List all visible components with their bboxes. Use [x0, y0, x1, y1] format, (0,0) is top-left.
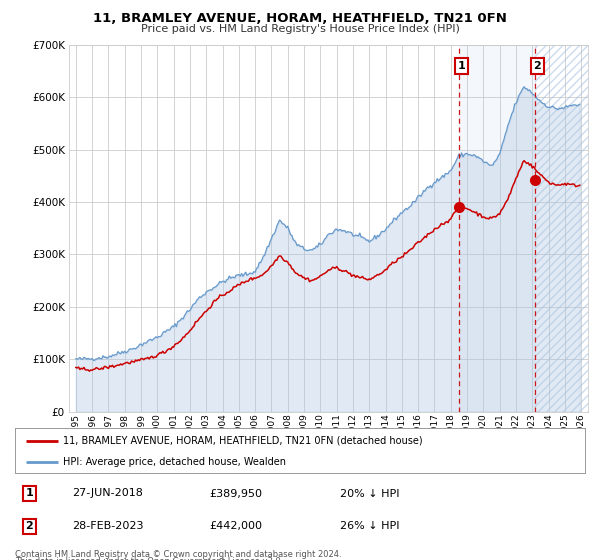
Text: 26% ↓ HPI: 26% ↓ HPI: [340, 521, 400, 531]
Text: 2: 2: [25, 521, 33, 531]
Text: 20% ↓ HPI: 20% ↓ HPI: [340, 488, 400, 498]
Text: Price paid vs. HM Land Registry's House Price Index (HPI): Price paid vs. HM Land Registry's House …: [140, 24, 460, 34]
Text: 2: 2: [533, 60, 541, 71]
Text: £442,000: £442,000: [209, 521, 262, 531]
Text: Contains HM Land Registry data © Crown copyright and database right 2024.: Contains HM Land Registry data © Crown c…: [15, 550, 341, 559]
Text: £389,950: £389,950: [209, 488, 262, 498]
Bar: [459, 45, 535, 412]
Text: 1: 1: [457, 60, 465, 71]
Text: 28-FEB-2023: 28-FEB-2023: [72, 521, 143, 531]
Text: This data is licensed under the Open Government Licence v3.0.: This data is licensed under the Open Gov…: [15, 557, 283, 560]
Text: 1: 1: [25, 488, 33, 498]
Text: 11, BRAMLEY AVENUE, HORAM, HEATHFIELD, TN21 0FN: 11, BRAMLEY AVENUE, HORAM, HEATHFIELD, T…: [93, 12, 507, 25]
Text: 27-JUN-2018: 27-JUN-2018: [72, 488, 143, 498]
Bar: [535, 45, 589, 412]
Text: HPI: Average price, detached house, Wealden: HPI: Average price, detached house, Weal…: [64, 457, 286, 467]
Text: 11, BRAMLEY AVENUE, HORAM, HEATHFIELD, TN21 0FN (detached house): 11, BRAMLEY AVENUE, HORAM, HEATHFIELD, T…: [64, 436, 423, 446]
Bar: [535, 45, 589, 412]
